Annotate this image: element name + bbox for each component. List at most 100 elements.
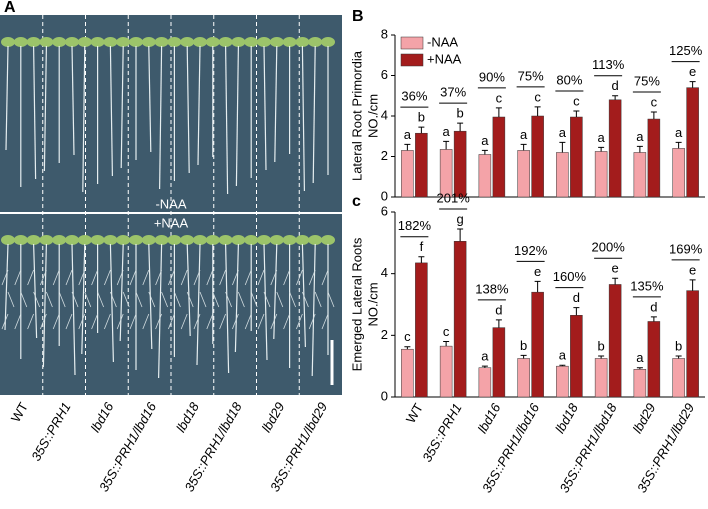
significance-letter: c xyxy=(404,329,411,344)
significance-letter: a xyxy=(559,125,567,140)
error-bar xyxy=(443,341,450,347)
lateral-root xyxy=(270,269,278,286)
error-bar xyxy=(481,149,488,155)
error-bar xyxy=(675,355,682,359)
lateral-root xyxy=(180,313,188,330)
lateral-root xyxy=(314,291,322,308)
bar xyxy=(647,118,661,198)
bar xyxy=(439,345,453,398)
lateral-root xyxy=(296,269,303,286)
bar xyxy=(453,130,467,198)
seedling xyxy=(129,235,143,245)
lateral-root xyxy=(168,269,175,286)
lateral-root xyxy=(27,313,34,330)
y-axis-label: NO./cm xyxy=(365,282,380,326)
error-bar xyxy=(612,277,619,285)
root xyxy=(311,243,316,377)
significance-letter: c xyxy=(496,90,503,105)
lateral-root xyxy=(219,269,226,286)
y-axis-label: NO./cm xyxy=(365,94,380,138)
root xyxy=(43,45,47,172)
seedling xyxy=(65,37,79,47)
root xyxy=(234,243,239,353)
lateral-root xyxy=(212,291,220,308)
seedling xyxy=(26,235,41,245)
root xyxy=(197,45,201,166)
seedling xyxy=(13,37,28,47)
seedling xyxy=(167,235,182,245)
significance-letter: g xyxy=(457,211,464,226)
error-bar xyxy=(573,307,580,316)
lateral-root xyxy=(104,269,111,286)
root xyxy=(159,45,163,190)
photo-label: -NAA xyxy=(155,196,186,211)
genotype-label: lbd16 xyxy=(88,399,117,435)
error-bar xyxy=(636,367,643,370)
seedling xyxy=(218,235,233,245)
error-bar xyxy=(650,111,657,120)
y-axis-label: Lateral Root Primordia xyxy=(349,50,364,181)
lateral-root xyxy=(110,291,117,308)
x-tick-label: 35S::PRH1 xyxy=(419,401,465,465)
seedling xyxy=(282,37,297,47)
lateral-root xyxy=(71,291,79,308)
lateral-root xyxy=(238,291,245,308)
percent-annotation: 75% xyxy=(634,73,660,88)
bar xyxy=(594,358,608,398)
error-bar xyxy=(559,141,566,153)
root xyxy=(301,45,305,192)
seedling xyxy=(1,235,15,245)
bar xyxy=(415,132,428,198)
root xyxy=(225,243,230,374)
lateral-root xyxy=(84,291,92,308)
error-bar xyxy=(636,145,643,153)
lateral-root xyxy=(52,313,60,330)
bar xyxy=(633,152,647,198)
percent-annotation: 36% xyxy=(401,89,427,104)
error-bar xyxy=(612,95,619,100)
percent-annotation: 113% xyxy=(592,57,625,72)
lateral-root xyxy=(33,291,40,308)
percent-annotation: 169% xyxy=(669,241,703,256)
lateral-root xyxy=(263,291,271,308)
lateral-root xyxy=(1,269,9,286)
lateral-root xyxy=(14,313,22,330)
root xyxy=(109,45,113,177)
significance-letter: c xyxy=(573,93,580,108)
bar xyxy=(453,241,467,398)
significance-letter: a xyxy=(636,350,644,365)
seedling xyxy=(141,235,156,245)
root xyxy=(82,45,86,193)
lateral-root xyxy=(193,313,201,330)
seedling xyxy=(308,37,323,47)
bar xyxy=(415,262,428,398)
error-bar xyxy=(418,256,425,263)
seedling xyxy=(321,37,335,47)
lateral-root xyxy=(257,269,265,286)
significance-letter: a xyxy=(675,125,683,140)
percent-annotation: 75% xyxy=(518,68,544,83)
seedling xyxy=(269,235,284,245)
lateral-root xyxy=(148,291,156,308)
percent-annotation: 80% xyxy=(556,72,582,87)
genotype-label: 35S::PRH1 xyxy=(28,400,74,464)
error-bar xyxy=(559,364,566,367)
bar xyxy=(570,315,583,398)
significance-letter: e xyxy=(689,262,696,277)
significance-letter: a xyxy=(404,127,412,142)
bar xyxy=(672,148,685,198)
bar xyxy=(556,365,569,398)
lateral-root xyxy=(91,269,98,286)
bar xyxy=(531,115,544,198)
seedling xyxy=(257,235,271,245)
significance-letter: a xyxy=(559,348,567,363)
lateral-root xyxy=(219,313,226,330)
lateral-root xyxy=(46,291,53,308)
lateral-root xyxy=(206,313,214,330)
lateral-root xyxy=(65,313,73,330)
bar xyxy=(517,150,530,198)
root xyxy=(312,45,316,184)
significance-letter: c xyxy=(651,94,658,109)
root xyxy=(71,45,75,156)
